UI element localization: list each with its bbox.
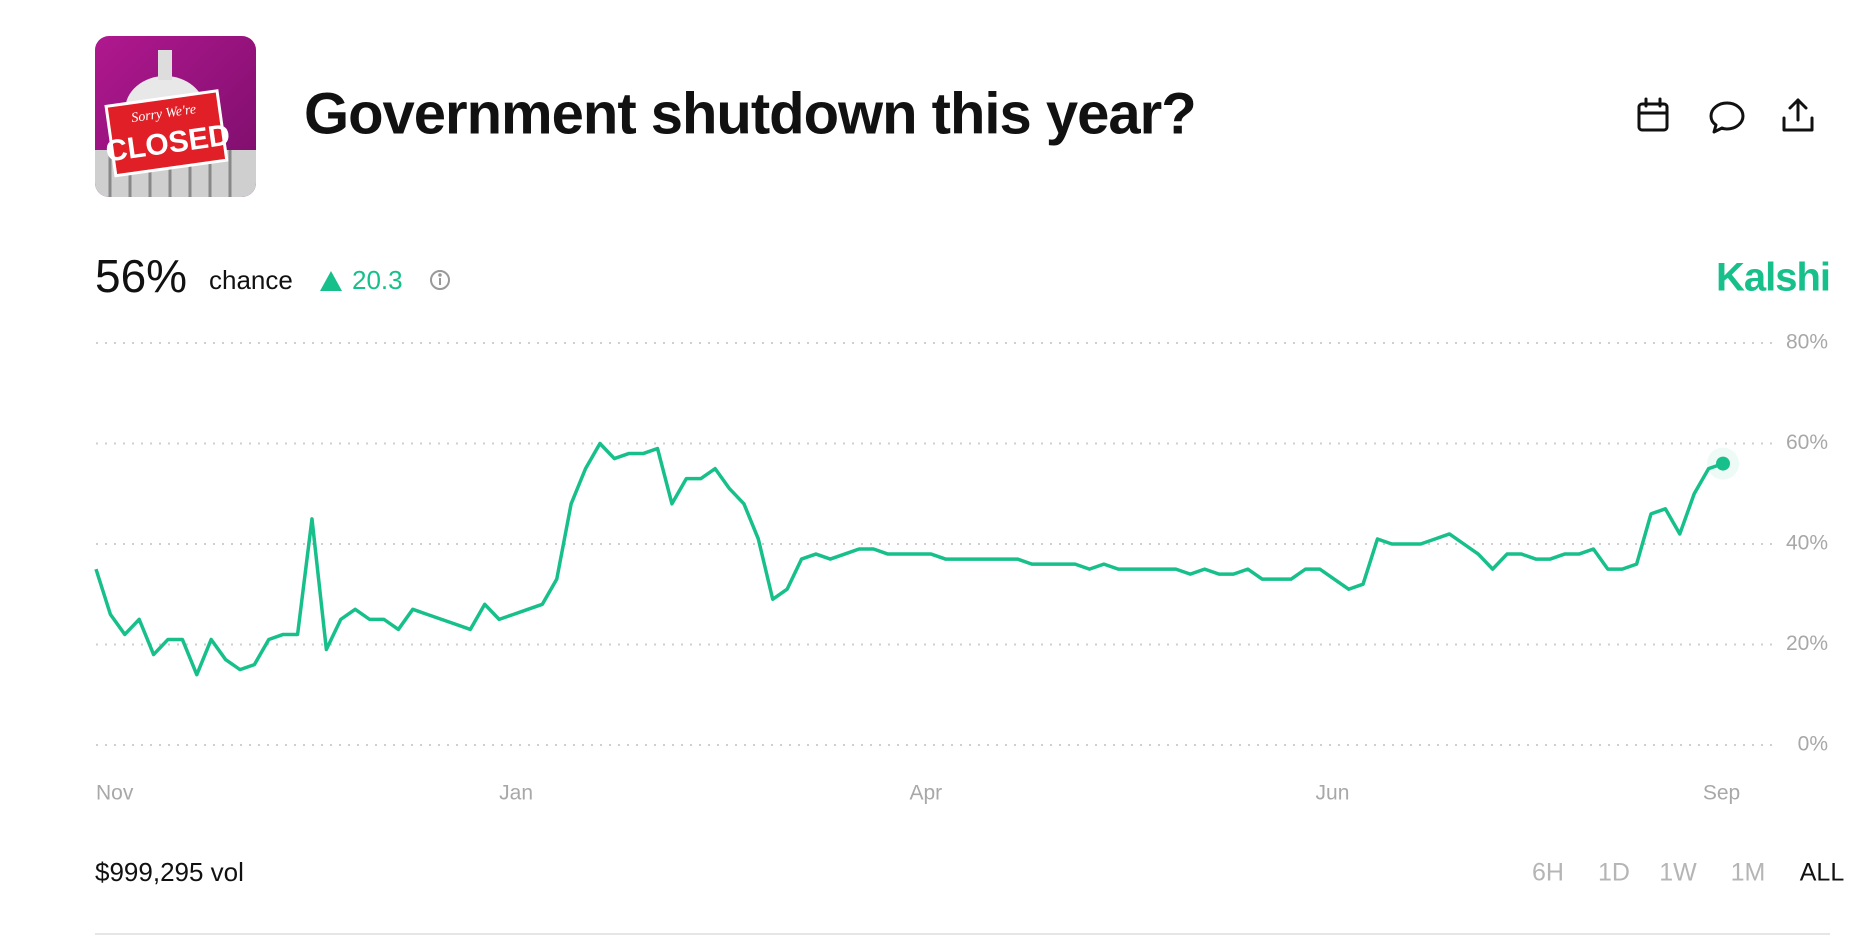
info-icon[interactable] xyxy=(430,270,450,290)
volume: $999,295 vol xyxy=(95,857,244,887)
x-tick-label: Jan xyxy=(499,782,533,805)
market-image: Sorry We're CLOSED xyxy=(95,36,256,197)
y-tick-label: 20% xyxy=(1786,632,1828,655)
price-line xyxy=(94,441,1724,677)
range-button[interactable]: 1M xyxy=(1731,859,1766,887)
y-tick-label: 80% xyxy=(1786,331,1828,354)
last-point xyxy=(1716,456,1730,471)
y-tick-label: 0% xyxy=(1798,733,1828,756)
x-tick-label: Sep xyxy=(1703,782,1740,805)
range-button[interactable]: 6H xyxy=(1532,859,1564,887)
y-tick-label: 60% xyxy=(1786,431,1828,454)
share-icon[interactable] xyxy=(1782,98,1814,132)
chance-value: 56% xyxy=(95,250,187,302)
chance-label: chance xyxy=(209,265,293,295)
market-title: Government shutdown this year? xyxy=(304,81,1196,146)
price-chart: 0% 20% 40% 60% 80% Nov Jan Apr Jun Sep xyxy=(94,331,1828,805)
up-arrow xyxy=(320,271,342,291)
x-tick-label: Nov xyxy=(96,782,134,805)
calendar-icon[interactable] xyxy=(1637,97,1669,132)
range-button[interactable]: 1D xyxy=(1598,859,1630,887)
range-button[interactable]: 1W xyxy=(1659,859,1697,887)
y-tick-label: 40% xyxy=(1786,532,1828,555)
change-value: 20.3 xyxy=(352,265,403,295)
comment-icon[interactable] xyxy=(1709,101,1745,134)
x-tick-label: Apr xyxy=(910,782,943,805)
range-selector: 6H 1D 1W 1M ALL xyxy=(1532,859,1844,887)
x-tick-label: Jun xyxy=(1316,782,1350,805)
range-button[interactable]: ALL xyxy=(1800,859,1845,887)
source-brand: Kalshi xyxy=(1716,256,1830,300)
